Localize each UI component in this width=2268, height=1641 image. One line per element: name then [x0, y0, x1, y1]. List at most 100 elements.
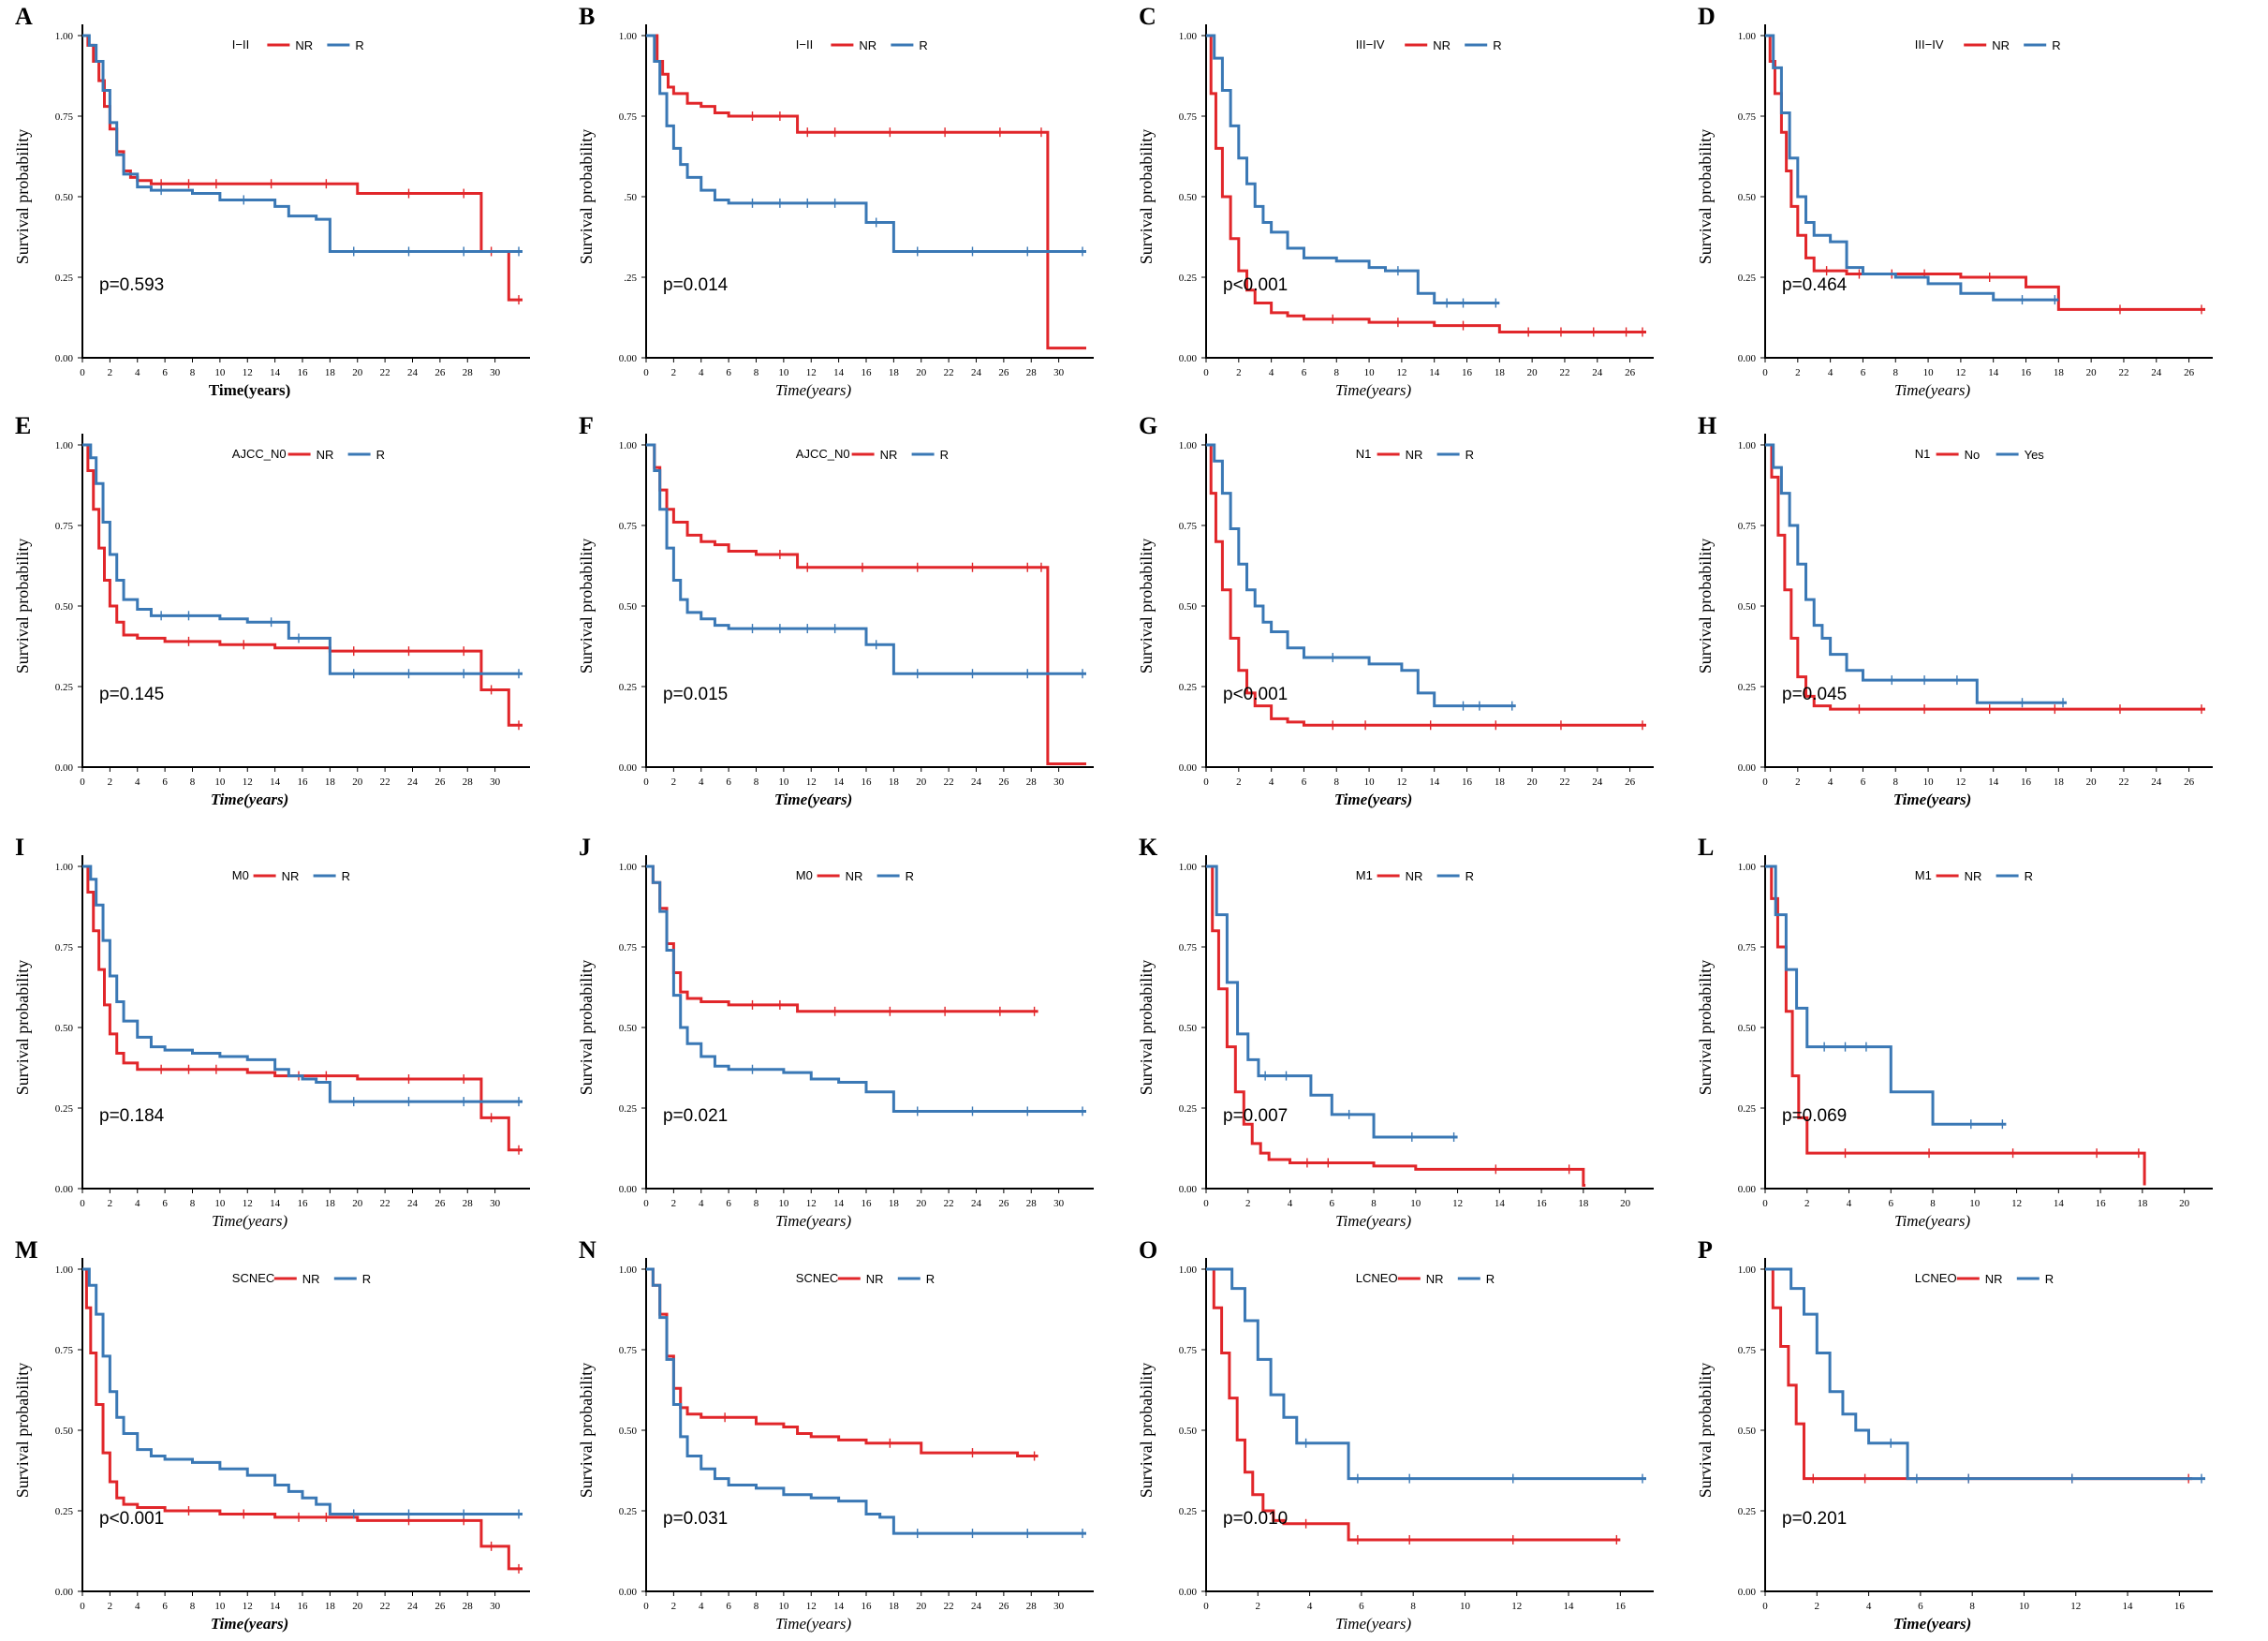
x-tick-label: 22	[380, 1601, 390, 1612]
y-axis-label: Survival probability	[1137, 1363, 1156, 1498]
x-axis-label: Time(years)	[1893, 1615, 1971, 1633]
panel-f: F0.000.250.500.751.000 2 4 6 8 10 12 14 16 18 20 22…	[577, 412, 1094, 808]
x-tick-label: 22	[944, 367, 954, 378]
x-tick-label: 0	[643, 776, 649, 788]
x-tick-label: 20	[2086, 776, 2098, 788]
x-tick-label: 18	[325, 1601, 336, 1612]
x-tick-label: 8	[1334, 367, 1340, 378]
legend-label-r: R	[940, 448, 949, 462]
x-tick-label: 24	[1592, 776, 1603, 788]
x-tick-label: 14	[833, 1601, 845, 1612]
x-tick-label: 10	[214, 367, 226, 378]
panel-p: P 0.00 0.25 0.50 0.75 1.00 0 2 4 6 8 10 12 14 16 Time(y…	[1696, 1236, 2213, 1633]
y-tick-label: 1.00	[1738, 440, 1757, 451]
x-tick-label: 20	[352, 367, 363, 378]
x-tick-label: 6	[1861, 776, 1866, 788]
x-tick-label: 12	[243, 1198, 253, 1209]
p-value: p=0.201	[1782, 1509, 1847, 1529]
x-tick-label: 12	[243, 367, 253, 378]
panel-letter: N	[579, 1236, 596, 1264]
x-tick-label: 18	[889, 776, 900, 788]
x-tick-label: 12	[806, 776, 817, 788]
x-tick-label: 12	[806, 1601, 817, 1612]
panel-letter: B	[579, 3, 595, 30]
y-tick-label: 0.00	[55, 762, 74, 774]
x-tick-label: 2	[1795, 367, 1801, 378]
x-tick-label: 6	[1302, 776, 1307, 788]
km-curve-nr	[1206, 1267, 1621, 1542]
x-tick-label: 20	[352, 776, 363, 788]
panel-letter: I	[15, 834, 24, 861]
y-tick-label: 1.00	[1179, 31, 1198, 42]
y-tick-label: 0.50	[1179, 192, 1198, 203]
x-tick-label: 8	[754, 367, 759, 378]
x-tick-label: 16	[2021, 367, 2032, 378]
panel-d: D0.000.250.500.751.000 2 4 6 8 10 12 14 16 18 20 22…	[1696, 3, 2213, 399]
legend-label-r: R	[919, 38, 927, 52]
x-tick-label: 28	[463, 1198, 474, 1209]
y-axis-label: Survival probability	[1137, 539, 1156, 673]
x-tick-label: 6	[1889, 1198, 1894, 1209]
y-tick-label: 0.75	[1738, 1345, 1757, 1356]
km-curve-yes	[1765, 443, 2068, 704]
x-tick-label: 10	[778, 1198, 789, 1209]
x-tick-label: 22	[2118, 367, 2128, 378]
x-tick-label: 6	[1359, 1601, 1364, 1612]
p-value: p=0.015	[663, 685, 728, 704]
x-tick-label: 16	[2174, 1601, 2186, 1612]
x-tick-label: 18	[889, 1601, 900, 1612]
legend-label-r: R	[2045, 1272, 2054, 1286]
x-tick-label: 10	[778, 367, 789, 378]
x-tick-label: 2	[108, 1198, 113, 1209]
y-tick-label: 0.00	[55, 353, 74, 364]
x-tick-label: 0	[1203, 776, 1209, 788]
km-curve-r	[646, 443, 1086, 675]
legend-stratum: AJCC_N0	[232, 447, 287, 461]
legend-label-nr: NR	[282, 869, 300, 883]
x-tick-label: 24	[2151, 776, 2162, 788]
x-tick-label: 26	[1625, 367, 1636, 378]
x-tick-label: 12	[806, 1198, 817, 1209]
x-tick-label: 16	[862, 367, 873, 378]
panel-m: M0.000.250.500.751.000 2 4 6 8 10 12 14 16 18 20 22…	[13, 1236, 530, 1633]
x-tick-label: 14	[1429, 367, 1440, 378]
x-tick-label: 24	[971, 1601, 982, 1612]
x-tick-label: 18	[2054, 367, 2065, 378]
x-tick-label: 0	[80, 1601, 85, 1612]
x-tick-label: 30	[1053, 1198, 1065, 1209]
x-tick-label: 18	[1495, 776, 1506, 788]
legend-label-no: No	[1965, 448, 1981, 462]
x-tick-label: 26	[998, 1198, 1009, 1209]
x-tick-label: 26	[434, 1198, 446, 1209]
x-tick-label: 22	[1559, 367, 1569, 378]
x-tick-label: 24	[971, 776, 982, 788]
y-tick-label: 0.75	[619, 111, 638, 123]
x-tick-label: 6	[726, 1601, 731, 1612]
x-tick-label: 20	[2086, 367, 2098, 378]
y-tick-label: 1.00	[55, 440, 74, 451]
x-tick-label: 14	[1429, 776, 1440, 788]
y-axis-label: Survival probability	[13, 960, 32, 1095]
x-axis-label: Time(years)	[1893, 791, 1971, 808]
x-tick-label: 2	[1815, 1601, 1820, 1612]
x-axis-label: Time(years)	[211, 791, 288, 808]
y-tick-label: 0.75	[1179, 521, 1198, 532]
legend-stratum: M0	[796, 868, 813, 882]
x-tick-label: 4	[1288, 1198, 1293, 1209]
x-tick-label: 20	[916, 1601, 927, 1612]
x-tick-label: 12	[1396, 776, 1406, 788]
y-tick-label: 0.75	[1179, 942, 1198, 954]
km-curve-r	[82, 1267, 523, 1515]
x-tick-label: 10	[1923, 367, 1935, 378]
x-tick-label: 14	[1495, 1198, 1506, 1209]
x-tick-label: 14	[1564, 1601, 1575, 1612]
legend-label-r: R	[1465, 869, 1474, 883]
x-tick-label: 4	[135, 1601, 140, 1612]
y-axis-label: Survival probability	[577, 1363, 596, 1498]
x-tick-label: 12	[1955, 776, 1966, 788]
x-tick-label: 20	[352, 1601, 363, 1612]
x-tick-label: 10	[2019, 1601, 2030, 1612]
y-tick-label: 0.00	[619, 762, 638, 774]
x-tick-label: 26	[434, 1601, 446, 1612]
legend-stratum: N1	[1356, 447, 1372, 461]
